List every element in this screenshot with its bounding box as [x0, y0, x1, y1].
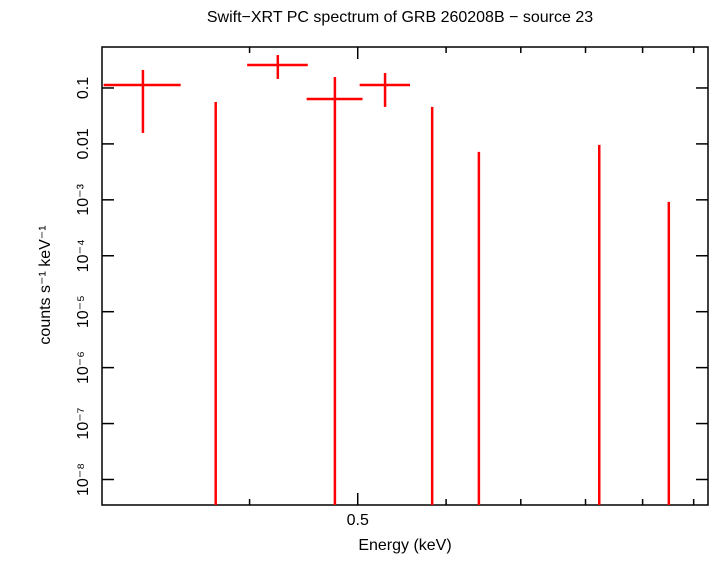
y-axis-title: counts s⁻¹ keV⁻¹: [37, 225, 54, 344]
plot-frame: [101, 46, 709, 506]
y-tick-label: 10⁻⁷: [75, 407, 92, 439]
y-tick-label: 10⁻⁵: [75, 295, 92, 328]
y-tick-label: 10⁻⁴: [75, 239, 92, 272]
y-tick-label: 0.01: [75, 128, 92, 159]
y-tick-label: 10⁻⁸: [75, 463, 92, 496]
x-axis-title: Energy (keV): [358, 537, 451, 554]
y-tick-label: 10⁻⁶: [75, 351, 92, 384]
chart-title: Swift−XRT PC spectrum of GRB 260208B − s…: [207, 9, 593, 26]
x-tick-label: 0.5: [347, 512, 369, 529]
y-tick-label: 0.1: [75, 77, 92, 99]
y-tick-label: 10⁻³: [75, 183, 92, 215]
